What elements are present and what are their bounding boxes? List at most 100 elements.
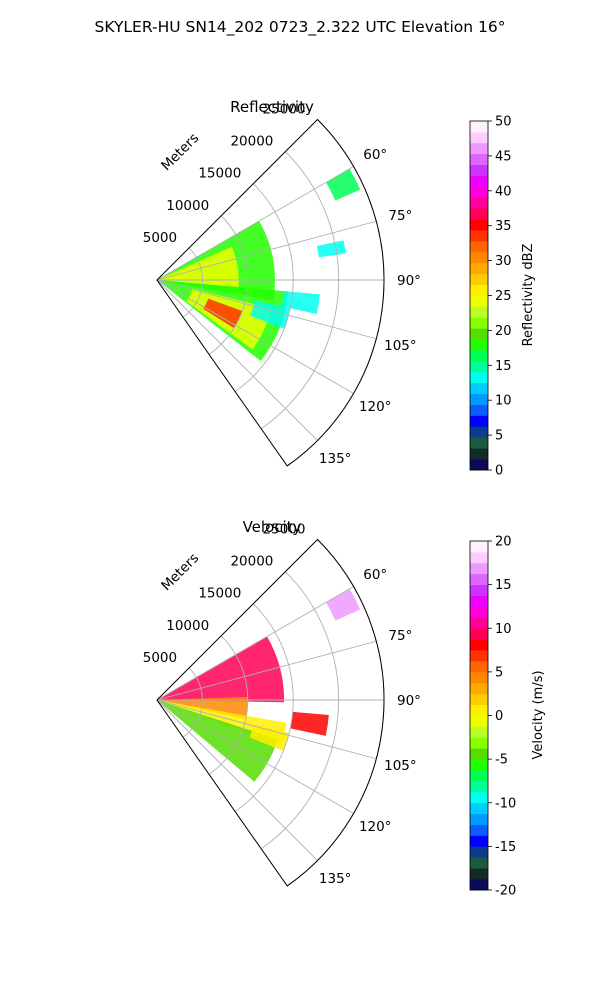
colorbar-segment-0 xyxy=(470,879,488,891)
colorbar-tick-label-5: 5 xyxy=(495,665,503,680)
colorbar-segment-31 xyxy=(470,121,488,133)
data-region-4 xyxy=(326,588,361,621)
colorbar-segment-28 xyxy=(470,573,488,586)
colorbar-segment-4 xyxy=(470,835,488,847)
colorbar-segment-20 xyxy=(470,660,488,673)
colorbar-segment-23 xyxy=(470,628,488,640)
colorbar-segment-13 xyxy=(470,737,488,749)
colorbar-segment-1 xyxy=(470,868,488,880)
colorbar-segment-23 xyxy=(470,208,488,220)
colorbar-segment-4 xyxy=(470,415,488,427)
velocity-radial-axis-label: Meters xyxy=(158,550,202,594)
reflectivity-colorbar-label: Reflectivity dBZ xyxy=(521,244,536,347)
radial-gridline-2 xyxy=(234,183,294,392)
radial-gridline-0 xyxy=(182,247,203,318)
colorbar-segment-19 xyxy=(470,671,488,684)
radial-gridline-3 xyxy=(260,151,340,430)
radial-tick-label-20000: 20000 xyxy=(230,134,273,150)
colorbar-segment-17 xyxy=(470,693,488,705)
radial-gridline-1 xyxy=(208,635,249,775)
colorbar-segment-19 xyxy=(470,251,488,264)
radial-tick-label-25000: 25000 xyxy=(263,521,306,537)
reflectivity-panel: Reflectivity 5000 10000 15000 20000 25000 60°… xyxy=(143,98,536,479)
colorbar-segment-28 xyxy=(470,153,488,166)
colorbar-tick-label-15: 15 xyxy=(495,359,512,374)
angular-gridline-0 xyxy=(156,586,354,701)
velocity-colorbar-label: Velocity (m/s) xyxy=(531,670,546,759)
colorbar-segment-15 xyxy=(470,295,488,307)
colorbar-tick-label-0: 0 xyxy=(495,709,503,724)
colorbar-tick-label--10: -10 xyxy=(495,796,516,811)
colorbar-segment-6 xyxy=(470,393,488,405)
colorbar-segment-21 xyxy=(470,230,488,242)
velocity-title: Velocity xyxy=(243,518,302,536)
velocity-colorbar: -20 -15 -10 -5 0 5 10 15 20 xyxy=(469,535,516,899)
colorbar-segment-22 xyxy=(470,219,488,231)
colorbar-segment-14 xyxy=(470,306,488,318)
data-region-1 xyxy=(159,246,239,288)
colorbar-tick-label-20: 20 xyxy=(495,535,512,550)
colorbar-tick-label-0: 0 xyxy=(495,464,503,479)
reflectivity-polar-axes: 5000 10000 15000 20000 25000 60° 75° 90° 105° 120… xyxy=(143,101,421,467)
colorbar-tick-label-30: 30 xyxy=(495,254,512,269)
radial-gridline-0 xyxy=(182,667,203,738)
angular-gridline-1 xyxy=(156,220,377,281)
colorbar-segment-27 xyxy=(470,164,488,176)
velocity-data-layer xyxy=(159,588,361,782)
colorbar-segment-21 xyxy=(470,650,488,662)
colorbar-tick-label-25: 25 xyxy=(495,289,512,304)
colorbar-tick-label-15: 15 xyxy=(495,578,512,593)
angle-tick-label-90: 90° xyxy=(397,273,421,289)
colorbar-segment-18 xyxy=(470,262,488,275)
angle-tick-label-135: 135° xyxy=(319,451,352,467)
angular-gridline-5 xyxy=(156,279,318,441)
colorbar-segment-13 xyxy=(470,317,488,329)
colorbar-segment-11 xyxy=(470,759,488,771)
data-region-6 xyxy=(249,724,290,752)
radial-gridline-1 xyxy=(208,215,249,355)
sector-frame xyxy=(156,118,385,467)
angular-gridline-3 xyxy=(156,699,377,760)
colorbar-tick-label-40: 40 xyxy=(495,184,512,199)
radial-tick-label-10000: 10000 xyxy=(166,618,209,634)
colorbar-segment-10 xyxy=(470,350,488,362)
colorbar-segment-25 xyxy=(470,606,488,618)
colorbar-segment-30 xyxy=(470,131,488,144)
colorbar-tick-label--5: -5 xyxy=(495,753,508,768)
colorbar-segment-26 xyxy=(470,595,488,607)
angular-gridline-0 xyxy=(156,166,354,281)
data-region-7 xyxy=(316,240,346,258)
angle-tick-label-75: 75° xyxy=(388,628,412,644)
angle-tick-label-60: 60° xyxy=(363,567,387,583)
velocity-panel: Velocity 5000 10000 15000 20000 25000 60° 75° 9… xyxy=(143,518,546,899)
data-region-3 xyxy=(159,700,278,782)
colorbar-segment-5 xyxy=(470,824,488,836)
colorbar-segment-9 xyxy=(470,780,488,793)
colorbar-tick-label-45: 45 xyxy=(495,149,512,164)
colorbar-segment-24 xyxy=(470,617,488,629)
colorbar-segment-2 xyxy=(470,857,488,869)
angle-tick-label-105: 105° xyxy=(384,758,417,774)
colorbar-segment-29 xyxy=(470,142,488,155)
radial-tick-label-5000: 5000 xyxy=(143,650,177,666)
colorbar-segment-9 xyxy=(470,360,488,373)
angular-gridline-4 xyxy=(156,279,354,394)
colorbar-segment-7 xyxy=(470,382,488,395)
colorbar-tick-label--20: -20 xyxy=(495,884,516,899)
reflectivity-colorbar: 0 5 10 15 20 25 30 35 40 45 50 xyxy=(469,115,512,479)
figure-suptitle: SKYLER-HU SN14_202 0723_2.322 UTC Elevat… xyxy=(95,18,506,37)
angle-tick-label-135: 135° xyxy=(319,871,352,887)
colorbar-segment-12 xyxy=(470,748,488,760)
data-region-0 xyxy=(159,636,285,703)
radial-gridline-2 xyxy=(234,603,294,812)
angular-gridline-5 xyxy=(156,699,318,861)
radial-gridline-3 xyxy=(260,571,340,850)
colorbar-tick-label-50: 50 xyxy=(495,115,512,130)
colorbar-segment-24 xyxy=(470,197,488,209)
colorbar-segment-11 xyxy=(470,339,488,351)
colorbar-segment-1 xyxy=(470,448,488,460)
colorbar-segment-8 xyxy=(470,371,488,384)
radial-tick-label-20000: 20000 xyxy=(230,554,273,570)
colorbar-segment-26 xyxy=(470,175,488,187)
angular-gridline-4 xyxy=(156,699,354,814)
